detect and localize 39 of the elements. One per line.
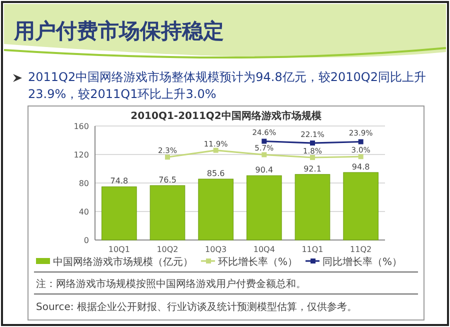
bar <box>343 172 378 240</box>
bar <box>246 175 282 240</box>
point <box>262 152 267 158</box>
data-label: 94.8 <box>352 162 370 172</box>
data-label: 92.1 <box>304 164 322 174</box>
text: 注：网络游戏市场规模按照中国网络游戏用户付费金额总和。 <box>36 278 306 290</box>
point <box>310 154 315 160</box>
point <box>358 154 364 160</box>
x-tick-label: 10Q2 <box>156 245 178 254</box>
x-tick-label: 11Q2 <box>350 245 372 254</box>
data-label: 90.4 <box>255 166 274 175</box>
point <box>310 140 315 146</box>
point <box>213 148 218 153</box>
bar <box>102 186 137 240</box>
y-tick-label: 120 <box>74 150 89 160</box>
x-tick-label: 10Q1 <box>108 245 130 254</box>
y-tick-label: 40 <box>78 208 89 216</box>
data-label: 74.8 <box>110 176 128 186</box>
source-note: Source: 根据企业公开财报、行业访谈及统计预测模型估算，仅供参考。 <box>36 301 357 313</box>
data-label: 85.6 <box>206 169 225 178</box>
data-label: 76.5 <box>158 175 176 184</box>
chart-title: 2010Q1-2011Q2中国网络游戏市场规模 <box>130 110 322 122</box>
x-tick-label: 10Q3 <box>205 245 227 254</box>
point <box>358 139 364 144</box>
point <box>262 138 267 144</box>
bar <box>294 174 330 240</box>
y-tick-label: 0 <box>84 236 89 245</box>
legend-label: 同比增长率（%） <box>322 256 402 268</box>
bar <box>150 185 186 240</box>
text: 用户付费市场保持稳定 <box>13 19 224 43</box>
x-tick-label: 11Q1 <box>302 245 324 254</box>
legend-label: 中国网络游戏市场规模（亿元） <box>53 256 193 268</box>
x-tick-label: 10Q4 <box>253 245 275 254</box>
y-tick-label: 80 <box>78 179 89 188</box>
y-tick-label: 160 <box>74 122 89 131</box>
point <box>165 154 170 160</box>
text: 2011Q2中国网络游戏市场整体规模预计为94.8亿元，较2010Q2同比上升23.9%，较2011Q1环比上升3.0% <box>28 69 427 103</box>
legend-label: 环比增长率（%） <box>218 256 298 268</box>
bar <box>198 178 234 240</box>
